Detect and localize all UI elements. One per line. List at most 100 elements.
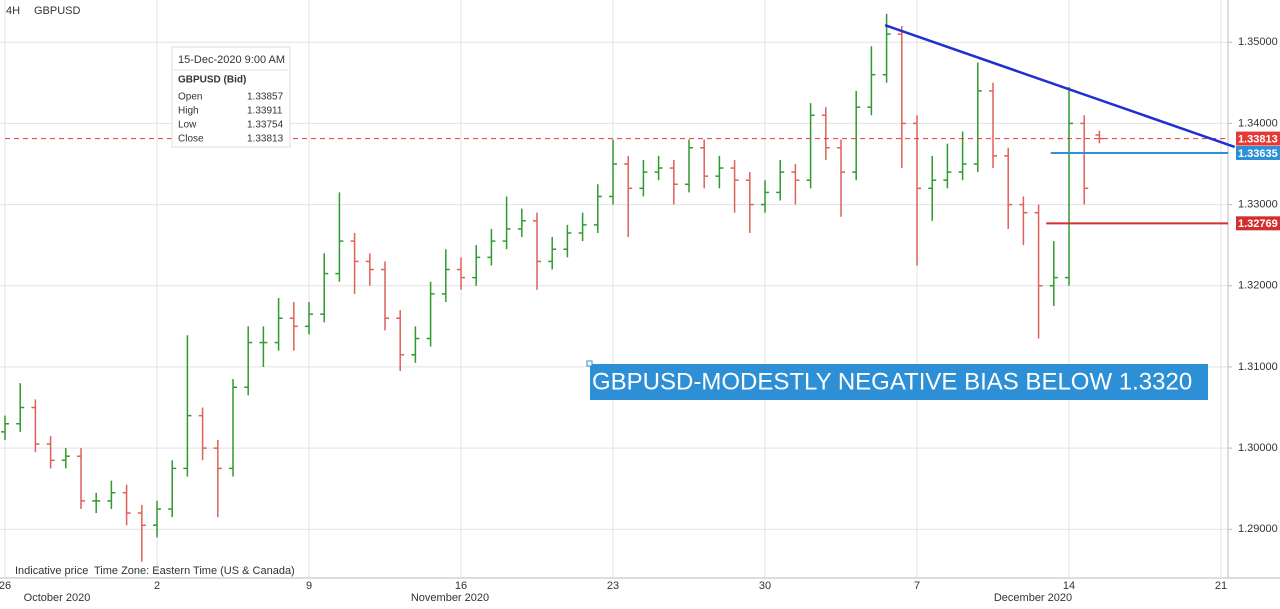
ohlc-bar xyxy=(882,13,891,83)
y-tick-label: 1.31000 xyxy=(1238,361,1278,373)
tooltip-field: High xyxy=(178,106,199,117)
ohlc-bar xyxy=(685,139,693,193)
chart-title: GBPUSD xyxy=(34,5,81,17)
ohlc-bar xyxy=(928,155,937,221)
ohlc-bar xyxy=(122,484,131,526)
y-tick-label: 1.35000 xyxy=(1238,36,1278,48)
tooltip-box xyxy=(171,46,291,148)
price-level-tag xyxy=(1236,146,1280,161)
y-tick-label: 1.30000 xyxy=(1238,442,1278,454)
ohlc-bar xyxy=(1065,86,1073,286)
ohlc-bar xyxy=(16,383,25,432)
ohlc-bar xyxy=(426,281,435,347)
ohlc-bar xyxy=(289,301,298,351)
ohlc-bar xyxy=(229,379,237,477)
ohlc-bar xyxy=(837,139,845,217)
ohlc-bar xyxy=(1019,196,1028,246)
ohlc-bar xyxy=(867,46,876,116)
tooltip-instrument: GBPUSD (Bid) xyxy=(178,75,246,86)
x-tick-label: 2 xyxy=(154,580,160,592)
x-tick-label: 14 xyxy=(1063,580,1075,592)
ohlc-bar xyxy=(639,159,648,197)
ohlc-bar xyxy=(715,155,724,189)
ohlc-bar xyxy=(274,297,283,351)
ohlc-bar xyxy=(472,245,481,286)
ohlc-bar xyxy=(943,143,952,189)
ohlc-bar xyxy=(107,480,116,509)
ohlc-bar xyxy=(396,310,405,371)
tooltip-date: 15-Dec-2020 9:00 AM xyxy=(178,54,285,66)
ohlc-bar xyxy=(1080,115,1089,205)
x-tick-label: 30 xyxy=(759,580,771,592)
x-tick-label: 26 xyxy=(0,580,11,592)
month-label: December 2020 xyxy=(994,592,1072,604)
timeframe: 4H xyxy=(6,5,20,17)
y-tick-label: 1.29000 xyxy=(1238,523,1278,535)
ohlc-bar xyxy=(958,131,967,181)
ohlc-bar xyxy=(700,139,709,189)
price-level-label: 1.33813 xyxy=(1238,133,1278,145)
ohlc-bar xyxy=(46,435,55,469)
footer-note: Time Zone: Eastern Time (US & Canada) xyxy=(94,565,295,577)
price-level-tag xyxy=(1236,131,1280,146)
ohlc-bar xyxy=(791,163,800,205)
ohlc-bar xyxy=(61,448,70,469)
x-tick-label: 7 xyxy=(914,580,920,592)
trendline xyxy=(884,23,1236,149)
ohlc-bar xyxy=(77,448,85,509)
ohlc-bar xyxy=(441,249,450,302)
price-level-label: 1.32769 xyxy=(1238,218,1278,230)
tooltip-field: Close xyxy=(178,134,204,145)
ohlc-bar xyxy=(1004,147,1013,229)
x-tick-label: 16 xyxy=(455,580,467,592)
ohlc-bar xyxy=(821,107,830,160)
y-tick-label: 1.33000 xyxy=(1238,198,1278,210)
month-label: October 2020 xyxy=(24,592,91,604)
ohlc-bar xyxy=(259,326,268,367)
annotation-handle xyxy=(586,360,593,367)
ohlc-bar xyxy=(593,184,602,233)
ohlc-bar xyxy=(852,90,861,181)
x-tick-label: 21 xyxy=(1215,580,1227,592)
ohlc-bar xyxy=(31,399,40,453)
tooltip-value: 1.33813 xyxy=(247,134,284,145)
ohlc-bar xyxy=(563,224,572,258)
ohlc-bar xyxy=(381,261,389,331)
ohlc-bar xyxy=(761,180,769,213)
y-tick-label: 1.34000 xyxy=(1238,117,1278,129)
ohlc-bar xyxy=(624,155,633,238)
ohlc-bar xyxy=(502,196,511,250)
tooltip-value: 1.33857 xyxy=(247,92,284,103)
annotation-text: GBPUSD-MODESTLY NEGATIVE BIAS BELOW 1.33… xyxy=(592,368,1192,395)
ohlc-bar xyxy=(1034,204,1043,339)
ohlc-bar xyxy=(1,415,9,440)
footer-note: Indicative price xyxy=(15,565,88,577)
tooltip-value: 1.33911 xyxy=(247,106,283,117)
ohlc-bar xyxy=(365,253,374,286)
ohlc-bar xyxy=(1095,130,1104,144)
tooltip-field: Low xyxy=(178,120,197,131)
ohlc-bar xyxy=(989,82,997,169)
ohlc-bar xyxy=(213,439,222,518)
annotation-box xyxy=(590,364,1208,400)
ohlc-bar xyxy=(92,492,101,514)
ohlc-bar xyxy=(168,460,177,518)
ohlc-bar xyxy=(335,192,344,282)
ohlc-bar xyxy=(973,62,982,173)
ohlc-bar xyxy=(137,504,146,562)
tooltip-field: Open xyxy=(178,92,202,103)
ohlc-bar xyxy=(533,212,541,290)
ohlc-bar xyxy=(1049,241,1058,307)
ohlc-bar xyxy=(517,208,526,238)
ohlc-bar xyxy=(776,159,785,201)
ohlc-bar xyxy=(183,335,192,477)
ohlc-bar xyxy=(457,257,465,290)
ohlc-bar xyxy=(350,232,359,294)
ohlc-bar xyxy=(578,212,587,242)
ohlc-bar xyxy=(669,159,678,205)
ohlc-bar xyxy=(153,500,161,538)
ohlc-bar xyxy=(730,159,739,213)
ohlc-bar xyxy=(411,326,420,363)
